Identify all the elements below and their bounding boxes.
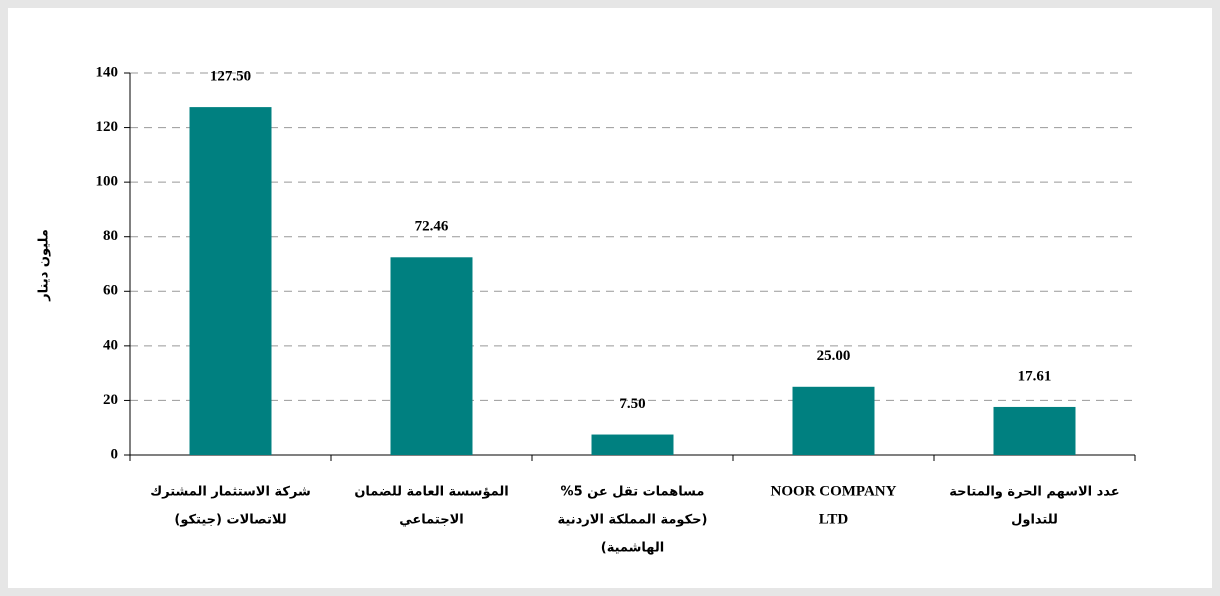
x-tick-label: مساهمات تقل عن 5% (561, 485, 705, 500)
y-axis-label: مليون دينار (37, 229, 52, 302)
bar (390, 257, 473, 455)
value-label: 72.46 (415, 219, 449, 235)
x-tick-label: (حكومة المملكة الاردنية (558, 513, 708, 528)
value-label: 25.00 (817, 348, 851, 364)
y-tick-label: 80 (103, 228, 118, 244)
x-tick-label: المؤسسة العامة للضمان (354, 485, 508, 500)
x-tick-label: NOOR COMPANY (771, 483, 897, 499)
bar (792, 386, 875, 455)
y-tick-label: 40 (103, 337, 118, 353)
y-tick-label: 20 (103, 392, 118, 408)
x-tick-label: الاجتماعي (399, 513, 463, 528)
x-tick-label: للاتصالات (جيتكو) (174, 513, 286, 528)
x-tick-label: LTD (819, 511, 849, 527)
y-tick-label: 60 (103, 283, 118, 299)
bar (189, 107, 272, 455)
y-tick-label: 140 (96, 64, 119, 80)
value-label: 17.61 (1018, 368, 1052, 384)
y-tick-label: 0 (111, 446, 119, 462)
value-label: 7.50 (619, 396, 645, 412)
bar (591, 434, 674, 455)
x-tick-label: للتداول (1011, 513, 1058, 528)
x-tick-label: الهاشمية) (601, 541, 664, 556)
value-label: 127.50 (210, 69, 251, 85)
bar (993, 406, 1076, 455)
x-tick-label: شركة الاستثمار المشترك (150, 485, 311, 500)
y-tick-label: 120 (96, 119, 119, 135)
x-tick-label: عدد الاسهم الحرة والمتاحة (949, 485, 1119, 500)
y-tick-label: 100 (96, 174, 119, 190)
